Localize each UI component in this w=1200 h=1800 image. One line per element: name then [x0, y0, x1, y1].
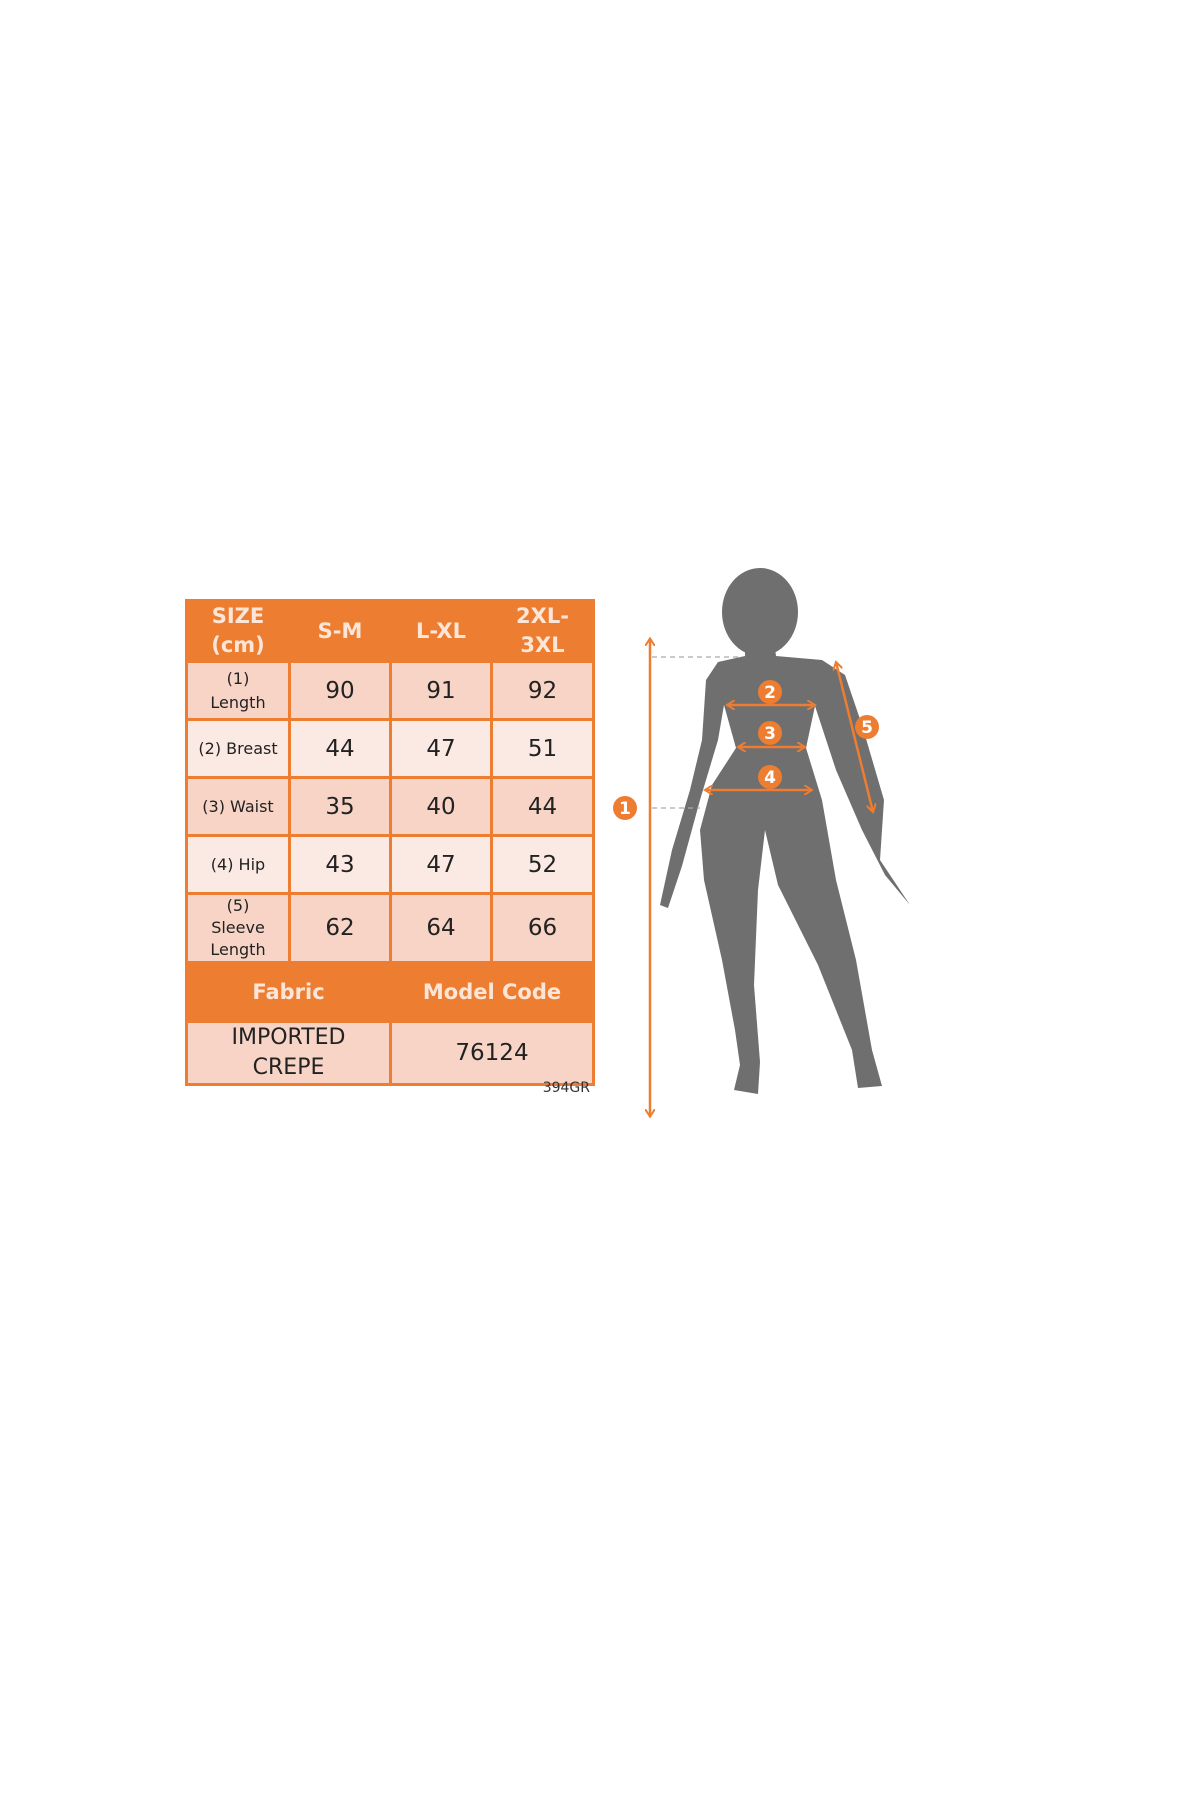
- row-label: (1) Length: [185, 660, 291, 721]
- cell: 44: [288, 718, 392, 779]
- size-chart-table: SIZE (cm) S-M L-XL 2XL- 3XL (1) Length 9…: [185, 599, 595, 1086]
- cell: 44: [490, 776, 595, 837]
- table-row: (4) Hip 43 47 52: [185, 834, 595, 895]
- svg-text:3: 3: [764, 724, 776, 744]
- marker-4: 4: [758, 765, 782, 789]
- cell: 91: [389, 660, 493, 721]
- svg-text:4: 4: [764, 768, 776, 788]
- header-row: SIZE (cm) S-M L-XL 2XL- 3XL: [185, 599, 595, 663]
- footer-value-row: IMPORTED CREPE 76124: [185, 1020, 595, 1086]
- row-label: (3) Waist: [185, 776, 291, 837]
- cell: 47: [389, 718, 493, 779]
- cell: 62: [288, 892, 392, 964]
- cell: 52: [490, 834, 595, 895]
- table-row: (2) Breast 44 47 51: [185, 718, 595, 779]
- silhouette: [660, 568, 910, 1094]
- cell: 66: [490, 892, 595, 964]
- svg-text:5: 5: [861, 718, 873, 738]
- marker-3: 3: [758, 721, 782, 745]
- cell: 51: [490, 718, 595, 779]
- svg-text:2: 2: [764, 683, 776, 703]
- marker-2: 2: [758, 680, 782, 704]
- cell: 43: [288, 834, 392, 895]
- header-fabric: Fabric: [185, 961, 392, 1023]
- cell: 35: [288, 776, 392, 837]
- table-row: (1) Length 90 91 92: [185, 660, 595, 721]
- row-label: (5) Sleeve Length: [185, 892, 291, 964]
- header-s-m: S-M: [288, 599, 392, 663]
- table-row: (5) Sleeve Length 62 64 66: [185, 892, 595, 964]
- measure-lines: [650, 638, 873, 1116]
- header-2xl-3xl: 2XL- 3XL: [490, 599, 595, 663]
- marker-1: 1: [613, 796, 637, 820]
- row-label: (2) Breast: [185, 718, 291, 779]
- marker-5: 5: [855, 715, 879, 739]
- cell: 47: [389, 834, 493, 895]
- header-model-code: Model Code: [389, 961, 595, 1023]
- fabric-value: IMPORTED CREPE: [185, 1020, 392, 1086]
- footer-header-row: Fabric Model Code: [185, 961, 595, 1023]
- product-code: 394GR: [542, 1080, 590, 1096]
- measure-markers: 1 2 3 4 5: [613, 680, 879, 820]
- cell: 90: [288, 660, 392, 721]
- cell: 92: [490, 660, 595, 721]
- header-size: SIZE (cm): [185, 599, 291, 663]
- cell: 64: [389, 892, 493, 964]
- model-code-value: 76124: [389, 1020, 595, 1086]
- guide-lines: [652, 656, 740, 809]
- row-label: (4) Hip: [185, 834, 291, 895]
- cell: 40: [389, 776, 493, 837]
- table-row: (3) Waist 35 40 44: [185, 776, 595, 837]
- svg-text:1: 1: [619, 799, 631, 819]
- header-l-xl: L-XL: [389, 599, 493, 663]
